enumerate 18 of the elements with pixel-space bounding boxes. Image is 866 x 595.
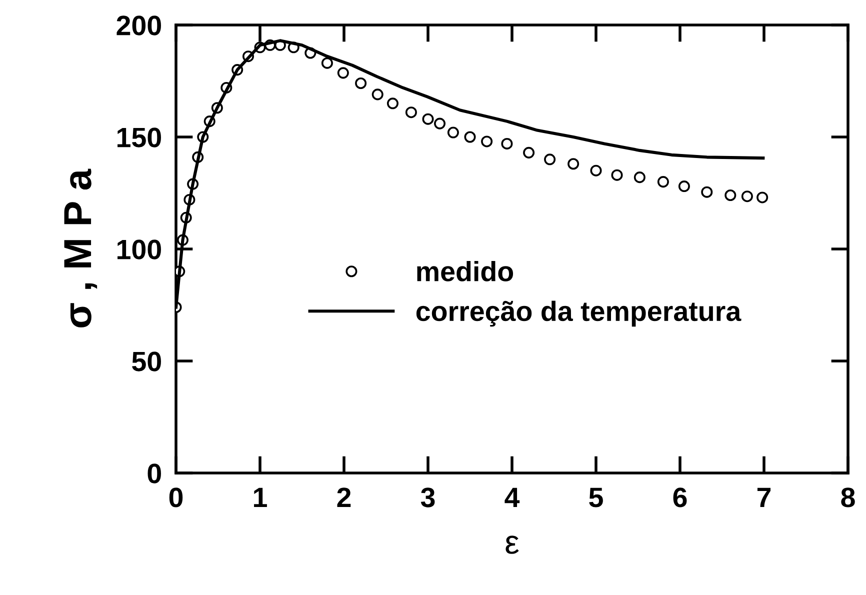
y-tick-label: 200: [116, 16, 161, 36]
x-tick-label: 1: [254, 488, 267, 508]
y-tick-label: 0: [148, 464, 161, 484]
legend-label: medido: [417, 260, 514, 282]
x-axis-title: ε: [506, 536, 519, 554]
y-axis-title: σ , M P a: [64, 168, 98, 328]
x-tick-label: 5: [589, 488, 603, 508]
x-tick-label: 8: [841, 488, 855, 508]
x-tick-label: 7: [757, 488, 771, 508]
x-tick-label: 4: [504, 488, 520, 508]
x-tick-label: 2: [337, 488, 351, 508]
x-tick-label: 0: [169, 488, 183, 508]
legend-label: correção da temperatura: [416, 300, 742, 327]
x-tick-label: 3: [420, 488, 435, 508]
y-tick-label: 100: [118, 240, 161, 260]
x-tick-label: 6: [673, 488, 687, 508]
y-tick-label: 50: [132, 352, 161, 372]
y-tick-label: 150: [118, 128, 161, 148]
